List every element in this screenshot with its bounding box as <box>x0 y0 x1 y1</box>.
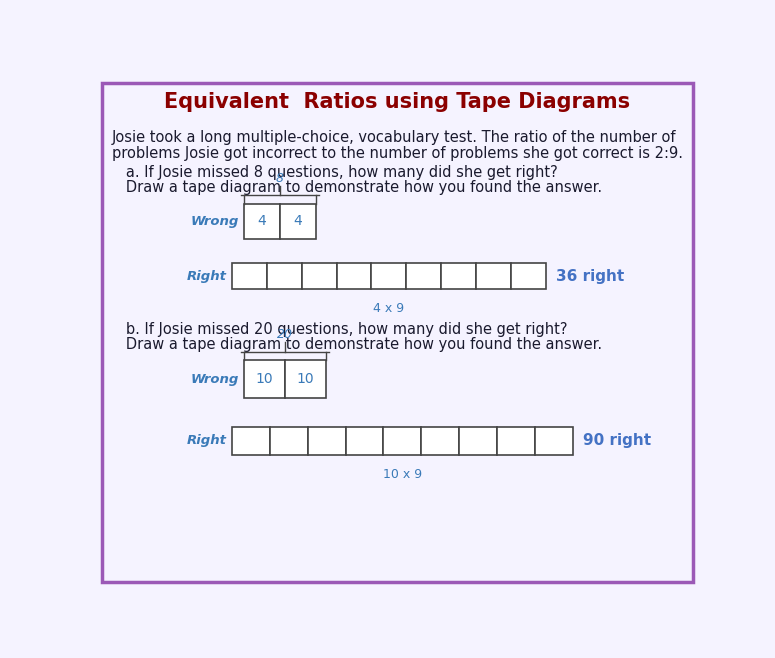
Text: 8: 8 <box>276 172 284 185</box>
Text: Right: Right <box>188 270 227 282</box>
Bar <box>301 263 336 290</box>
FancyBboxPatch shape <box>102 83 693 582</box>
Text: 36 right: 36 right <box>556 268 625 284</box>
Bar <box>346 427 384 455</box>
Text: 4 x 9: 4 x 9 <box>374 302 405 315</box>
Bar <box>441 263 476 290</box>
Bar <box>384 427 422 455</box>
Bar <box>244 360 285 398</box>
Text: 4: 4 <box>294 215 302 228</box>
Bar <box>371 263 406 290</box>
Bar <box>406 263 441 290</box>
Bar <box>232 427 270 455</box>
Bar <box>476 263 511 290</box>
Bar <box>267 263 301 290</box>
Bar <box>422 427 459 455</box>
Text: 10 x 9: 10 x 9 <box>383 468 422 480</box>
Text: 4: 4 <box>257 215 267 228</box>
Bar <box>280 204 316 239</box>
Text: Wrong: Wrong <box>191 372 239 386</box>
Bar <box>511 263 546 290</box>
Text: a. If Josie missed 8 questions, how many did she get right?: a. If Josie missed 8 questions, how many… <box>112 165 558 180</box>
Bar <box>308 427 346 455</box>
Text: b. If Josie missed 20 questions, how many did she get right?: b. If Josie missed 20 questions, how man… <box>112 322 567 337</box>
Bar <box>285 360 326 398</box>
Bar <box>270 427 308 455</box>
Text: 90 right: 90 right <box>584 434 652 449</box>
Text: 20: 20 <box>277 328 293 341</box>
Text: Equivalent  Ratios using Tape Diagrams: Equivalent Ratios using Tape Diagrams <box>164 91 630 112</box>
Bar <box>535 427 573 455</box>
Bar <box>232 263 267 290</box>
Bar <box>244 204 280 239</box>
Text: Wrong: Wrong <box>191 215 239 228</box>
Bar <box>497 427 535 455</box>
Text: 10: 10 <box>256 372 274 386</box>
Text: problems Josie got incorrect to the number of problems she got correct is 2:9.: problems Josie got incorrect to the numb… <box>112 146 683 161</box>
Text: Josie took a long multiple-choice, vocabulary test. The ratio of the number of: Josie took a long multiple-choice, vocab… <box>112 130 677 145</box>
Text: Right: Right <box>188 434 227 447</box>
Text: 10: 10 <box>297 372 314 386</box>
Text: Draw a tape diagram to demonstrate how you found the answer.: Draw a tape diagram to demonstrate how y… <box>112 180 602 195</box>
Bar <box>459 427 497 455</box>
Text: Draw a tape diagram to demonstrate how you found the answer.: Draw a tape diagram to demonstrate how y… <box>112 338 602 352</box>
Bar <box>336 263 371 290</box>
